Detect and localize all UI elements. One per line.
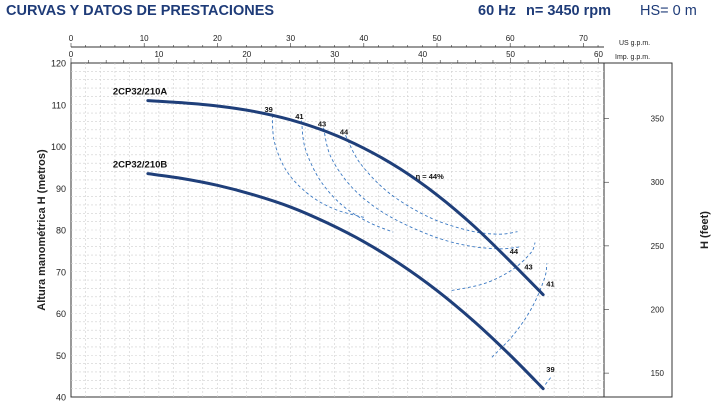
y-tick-label-m: 120 [51,59,66,69]
y-tick-label-ft: 150 [651,369,665,378]
y-tick-label-m: 110 [52,100,66,110]
efficiency-label: η = 44% [416,172,444,181]
y-axis-label-feet: H (feet) [699,211,711,249]
efficiency-curve [271,114,364,218]
efficiency-label: 41 [546,279,554,288]
efficiency-curve [544,376,552,385]
efficiency-curve [301,120,394,233]
us-gpm-label: US g.p.m. [619,40,650,47]
efficiency-label: 41 [295,112,303,121]
pump-curves: 2CP32/210A 2CP32/210B [113,87,545,391]
y-tick-label-m: 70 [56,267,66,277]
series-line [146,99,545,297]
y-tick-label-ft: 200 [651,305,665,314]
y-tick-label-m: 60 [56,309,66,319]
efficiency-label: 44 [510,247,519,256]
us-tick-label: 0 [69,34,74,43]
speed-label: n= 3450 rpm [526,3,612,19]
us-tick-label: 50 [433,34,442,43]
efficiency-curve [345,135,518,235]
imp-gpm-label: Imp. g.p.m. [615,54,650,61]
frequency-label: 60 Hz [478,3,516,19]
efficiency-curve [491,263,548,358]
efficiency-label: 39 [546,365,554,374]
imp-tick-label: 0 [69,50,74,59]
imp-tick-label: 40 [418,50,427,59]
y-axis-label-metres: Altura manométrica H (metros) [36,149,48,311]
efficiency-label: 43 [524,263,532,272]
y-tick-label-ft: 350 [651,115,665,124]
imp-tick-label: 50 [506,50,515,59]
y-tick-label-m: 100 [51,142,66,152]
us-tick-label: 70 [579,34,588,43]
efficiency-curve [451,242,536,291]
series-label: 2CP32/210A [113,87,168,98]
us-tick-label: 60 [506,34,515,43]
hs-label: HS= 0 m [640,3,697,19]
grid [71,63,604,397]
imp-tick-label: 60 [594,50,603,59]
efficiency-label: 39 [264,105,272,114]
imp-tick-label: 20 [242,50,251,59]
us-tick-label: 10 [140,34,149,43]
y-tick-label-ft: 300 [651,178,665,187]
chart-title: CURVAS Y DATOS DE PRESTACIONES [6,3,275,19]
right-axis-frame [603,62,673,398]
series-label: 2CP32/210B [113,160,168,171]
series-line [146,172,545,391]
us-tick-label: 40 [359,34,368,43]
y-tick-label-m: 90 [56,184,66,194]
axis-ticks: 0 10 20 30 40 50 60 70 0 10 20 30 40 50 60 40 50 60 70 80 90… [51,34,665,403]
imp-tick-label: 10 [154,50,163,59]
us-tick-label: 20 [213,34,222,43]
y-tick-label-m: 80 [56,226,66,236]
us-tick-label: 30 [286,34,295,43]
curve-labels: 39 41 43 44 η = 44% 44 43 41 39 [264,105,554,374]
y-tick-label-m: 40 [56,393,66,403]
y-tick-label-ft: 250 [651,242,665,251]
efficiency-label: 43 [318,119,326,128]
y-tick-label-m: 50 [56,351,66,361]
imp-tick-label: 30 [330,50,339,59]
efficiency-label: 44 [340,127,349,136]
